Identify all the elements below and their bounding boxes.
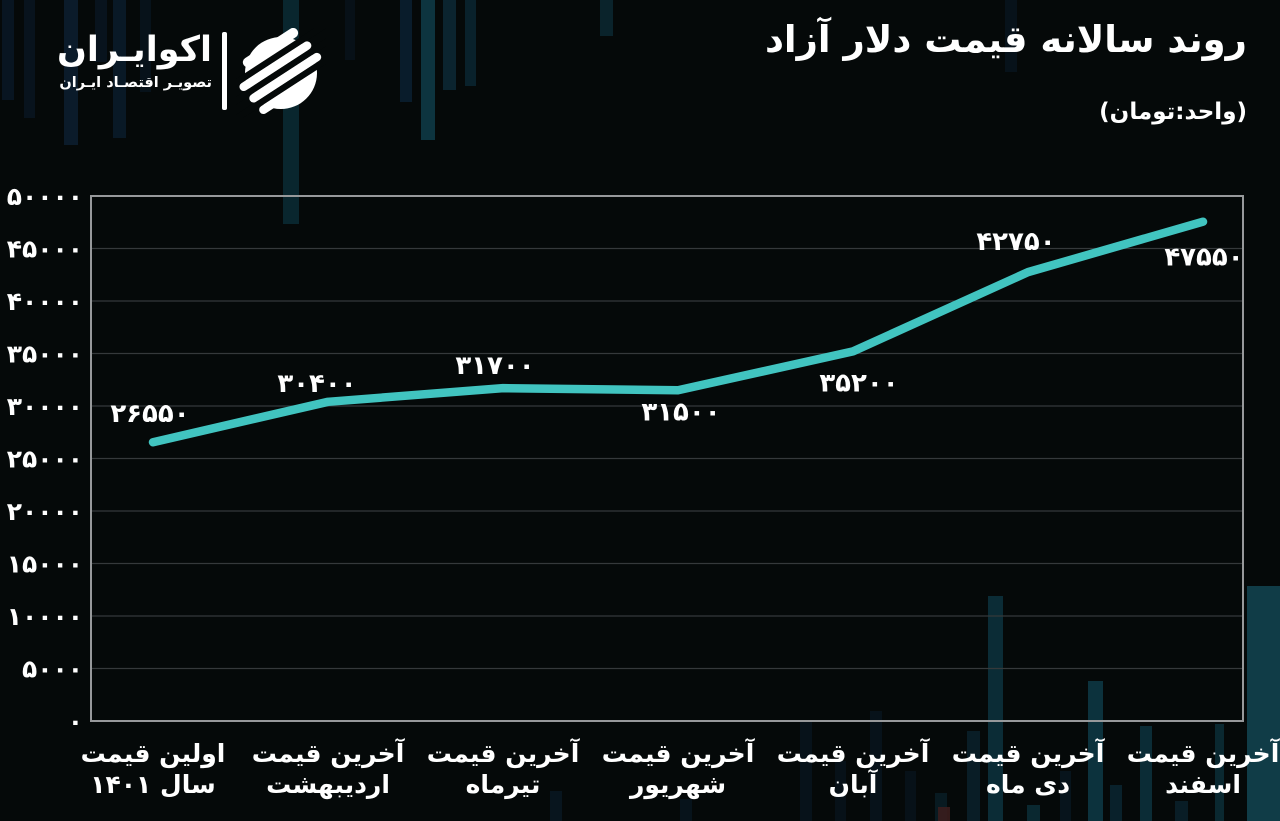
- y-tick-label: ۲۵۰۰۰: [7, 445, 83, 474]
- logo-tagline: تصویـر اقتصـاد ایـران: [59, 75, 212, 92]
- logo-name: اکوایـران: [56, 30, 212, 70]
- watermark-bar: [421, 0, 435, 140]
- x-axis-label: آخرین قیمت دی ماه: [952, 738, 1106, 799]
- x-axis-label: آخرین قیمت اردیبهشت: [252, 738, 406, 800]
- y-tick-label: ۴۵۰۰۰: [7, 235, 83, 264]
- watermark-bar: [835, 761, 846, 821]
- watermark-bar: [1088, 681, 1103, 821]
- watermark-bar: [113, 0, 126, 138]
- x-axis-label: آخرین قیمت آبان: [777, 738, 931, 799]
- watermark-bar: [1027, 805, 1040, 821]
- watermark-bar: [870, 711, 882, 821]
- x-axis-label: آخرین قیمت شهریور: [602, 738, 756, 800]
- x-axis-label: آخرین قیمت تیرماه: [427, 738, 581, 800]
- y-tick-label: ۵۰۰۰۰: [7, 182, 83, 211]
- watermark-bar: [680, 799, 692, 821]
- watermark-bar: [905, 771, 916, 821]
- data-label: ۴۲۷۵۰: [976, 227, 1055, 257]
- watermark-bar: [1060, 771, 1071, 821]
- watermark-bar: [988, 596, 1003, 821]
- watermark-bar: [1140, 726, 1152, 821]
- watermark-bar: [1110, 785, 1122, 821]
- y-tick-label: ۲۰۰۰۰: [7, 497, 83, 526]
- data-label: ۳۱۷۰۰: [455, 351, 534, 381]
- logo-text-block: اکوایـران تصویـر اقتصـاد ایـران: [28, 30, 212, 91]
- watermark-bar: [64, 0, 78, 145]
- watermark-bar: [24, 0, 35, 118]
- watermark-bar: [1215, 724, 1224, 821]
- y-tick-label: ۰: [68, 707, 83, 736]
- watermark-bar: [443, 0, 456, 90]
- y-tick-label: ۱۵۰۰۰: [7, 550, 83, 579]
- watermark-bar: [1005, 0, 1017, 72]
- price-line: [148, 217, 1208, 447]
- y-tick-label: ۵۰۰۰: [22, 655, 83, 684]
- watermark-bar: [967, 731, 980, 821]
- watermark-bar: [140, 0, 151, 92]
- unit-label: (واحد:تومان): [1099, 99, 1247, 125]
- x-axis-label: آخرین قیمت اسفند: [1127, 738, 1280, 799]
- plot-border: [90, 195, 1244, 722]
- chart-title: روند سالانه قیمت دلار آزاد: [764, 18, 1247, 61]
- ecoiran-logo: اکوایـران تصویـر اقتصـاد ایـران: [28, 28, 326, 118]
- watermark-bar: [2, 0, 14, 100]
- data-label: ۳۱۵۰۰: [641, 397, 720, 427]
- data-label: ۳۰۴۰۰: [277, 369, 356, 399]
- watermark-bar: [465, 0, 476, 86]
- y-tick-label: ۴۰۰۰۰: [7, 287, 83, 316]
- watermark-bar: [345, 0, 355, 60]
- watermark-bar: [1175, 801, 1188, 821]
- watermark-bar: [95, 0, 107, 62]
- watermark-bar: [600, 0, 613, 36]
- watermark-bar: [1247, 586, 1280, 821]
- x-axis-label: اولین قیمت سال ۱۴۰۱: [81, 739, 226, 799]
- watermark-bar: [800, 721, 812, 821]
- watermark-bar: [938, 807, 950, 821]
- watermark-bar: [550, 791, 562, 821]
- ecoiran-striped-globe-icon: [235, 28, 326, 118]
- watermark-bar: [400, 0, 412, 102]
- logo-separator: [222, 32, 227, 110]
- data-label: ۲۶۵۵۰: [110, 399, 189, 429]
- y-tick-label: ۳۵۰۰۰: [7, 340, 83, 369]
- y-tick-label: ۳۰۰۰۰: [7, 392, 83, 421]
- y-tick-label: ۱۰۰۰۰: [7, 602, 83, 631]
- data-label: ۳۵۲۰۰: [819, 368, 898, 398]
- data-label: ۴۷۵۵۰: [1164, 243, 1243, 273]
